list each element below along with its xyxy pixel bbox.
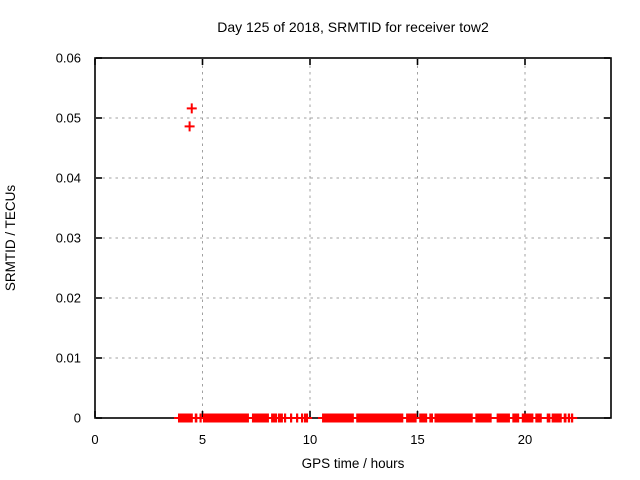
y-tick-label: 0.06	[56, 51, 81, 66]
x-axis-label: GPS time / hours	[302, 456, 405, 471]
data-series	[173, 103, 578, 423]
y-tick-label: 0.01	[56, 351, 81, 366]
y-tick-label: 0.03	[56, 231, 81, 246]
y-tick-label: 0	[74, 411, 81, 426]
x-tick-label: 0	[91, 432, 98, 447]
band-segment-arms	[279, 417, 291, 419]
band-segment-arms	[547, 417, 566, 419]
grid-lines	[96, 59, 610, 417]
band-segment-arms	[402, 417, 421, 419]
y-axis-label: SRMTID / TECUs	[3, 185, 18, 292]
band-segment-arms	[352, 417, 408, 419]
x-tick-labels: 0 5 10 15 20	[91, 432, 532, 447]
band-segment-arms	[299, 417, 313, 419]
band-segment-arms	[531, 417, 546, 419]
band-segment-arms	[430, 417, 477, 419]
band-segment-arms	[492, 417, 514, 419]
band-segment-arms	[471, 417, 496, 419]
band-segment-arms	[567, 417, 578, 419]
x-tick-label: 10	[303, 432, 317, 447]
y-tick-labels: 0 0.01 0.02 0.03 0.04 0.05 0.06	[56, 51, 81, 426]
y-tick-label: 0.02	[56, 291, 81, 306]
band-segment-arms	[517, 417, 538, 419]
band-segment-arms	[173, 417, 197, 419]
band-segment-arms	[198, 417, 253, 419]
x-tick-label: 5	[199, 432, 206, 447]
chart-title: Day 125 of 2018, SRMTID for receiver tow…	[217, 19, 489, 35]
band-segment-arms	[247, 417, 273, 419]
y-tick-label: 0.04	[56, 171, 81, 186]
band-segment-arms	[286, 417, 297, 419]
band-segment-arms	[318, 417, 358, 419]
x-tick-label: 20	[518, 432, 532, 447]
band-segment-arms	[508, 417, 524, 419]
x-tick-label: 15	[410, 432, 424, 447]
y-tick-label: 0.05	[56, 111, 81, 126]
band-segment-arms	[415, 417, 432, 419]
